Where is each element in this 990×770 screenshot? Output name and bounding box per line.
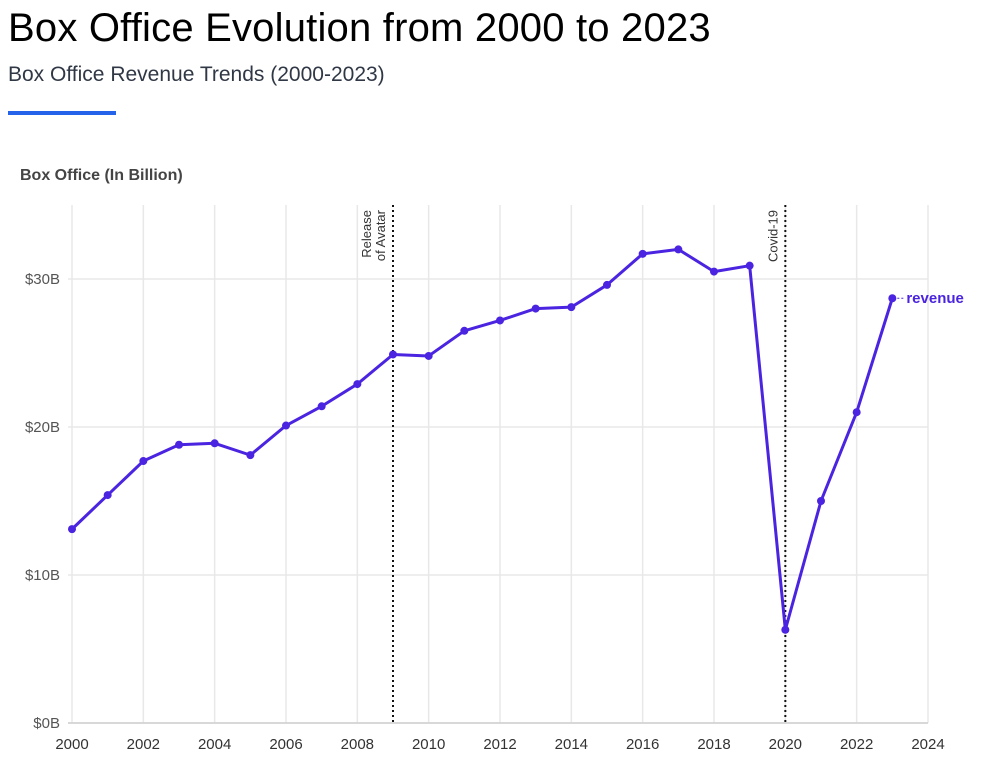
- x-tick-label: 2014: [555, 736, 588, 753]
- series-end-label: revenue: [906, 290, 964, 307]
- data-point: [175, 440, 183, 449]
- data-point: [139, 457, 148, 466]
- data-point: [674, 245, 683, 254]
- data-point: [317, 402, 326, 411]
- x-tick-label: 2012: [483, 736, 516, 753]
- y-tick-label: $0B: [33, 715, 60, 732]
- y-tick-label: $20B: [25, 419, 60, 436]
- x-tick-label: 2016: [626, 736, 659, 753]
- x-tick-label: 2006: [269, 736, 302, 753]
- data-point: [210, 439, 219, 448]
- data-point: [389, 350, 397, 359]
- x-tick-label: 2008: [341, 736, 374, 753]
- axis-ticks: 2000 2002 2004 2006 2008 2010 2012 2014 2016 2018…: [25, 271, 945, 753]
- data-point: [496, 316, 504, 325]
- annotation-label: Release: [359, 210, 374, 258]
- annotation-label: of Avatar: [373, 209, 388, 261]
- data-point: [710, 267, 718, 276]
- x-tick-label: 2010: [412, 736, 445, 753]
- data-point: [282, 421, 290, 430]
- data-point: [603, 280, 611, 289]
- data-point: [852, 408, 861, 417]
- x-tick-label: 2018: [697, 736, 730, 753]
- data-point: [888, 294, 897, 303]
- x-tick-label: 2022: [840, 736, 873, 753]
- series-layer: revenue: [68, 245, 964, 634]
- data-point: [531, 304, 540, 313]
- data-point: [460, 326, 469, 335]
- data-point: [567, 303, 576, 312]
- x-tick-label: 2002: [127, 736, 160, 753]
- x-tick-label: 2004: [198, 736, 231, 753]
- title-accent-bar: [8, 111, 116, 115]
- data-point: [781, 625, 790, 634]
- x-tick-label: 2000: [55, 736, 88, 753]
- y-tick-label: $10B: [25, 567, 60, 584]
- y-tick-label: $30B: [25, 271, 60, 288]
- series-line-revenue: [70, 247, 894, 632]
- event-annotations: Release of Avatar Covid-19: [359, 205, 787, 723]
- data-point: [103, 491, 112, 500]
- data-point: [68, 525, 76, 534]
- data-point: [817, 497, 825, 505]
- chart-subtitle: Box Office Revenue Trends (2000-2023): [8, 63, 385, 86]
- grid-lines: [68, 205, 929, 724]
- x-tick-label: 2020: [769, 736, 802, 753]
- data-point: [638, 249, 647, 258]
- annotation-label: Covid-19: [765, 210, 780, 262]
- x-tick-label: 2024: [911, 736, 944, 753]
- data-point: [424, 351, 433, 360]
- chart-title: Box Office Evolution from 2000 to 2023: [8, 6, 711, 50]
- data-point: [745, 261, 754, 270]
- data-point: [353, 380, 362, 389]
- y-axis-label: Box Office (In Billion): [20, 167, 183, 184]
- data-point: [246, 451, 255, 460]
